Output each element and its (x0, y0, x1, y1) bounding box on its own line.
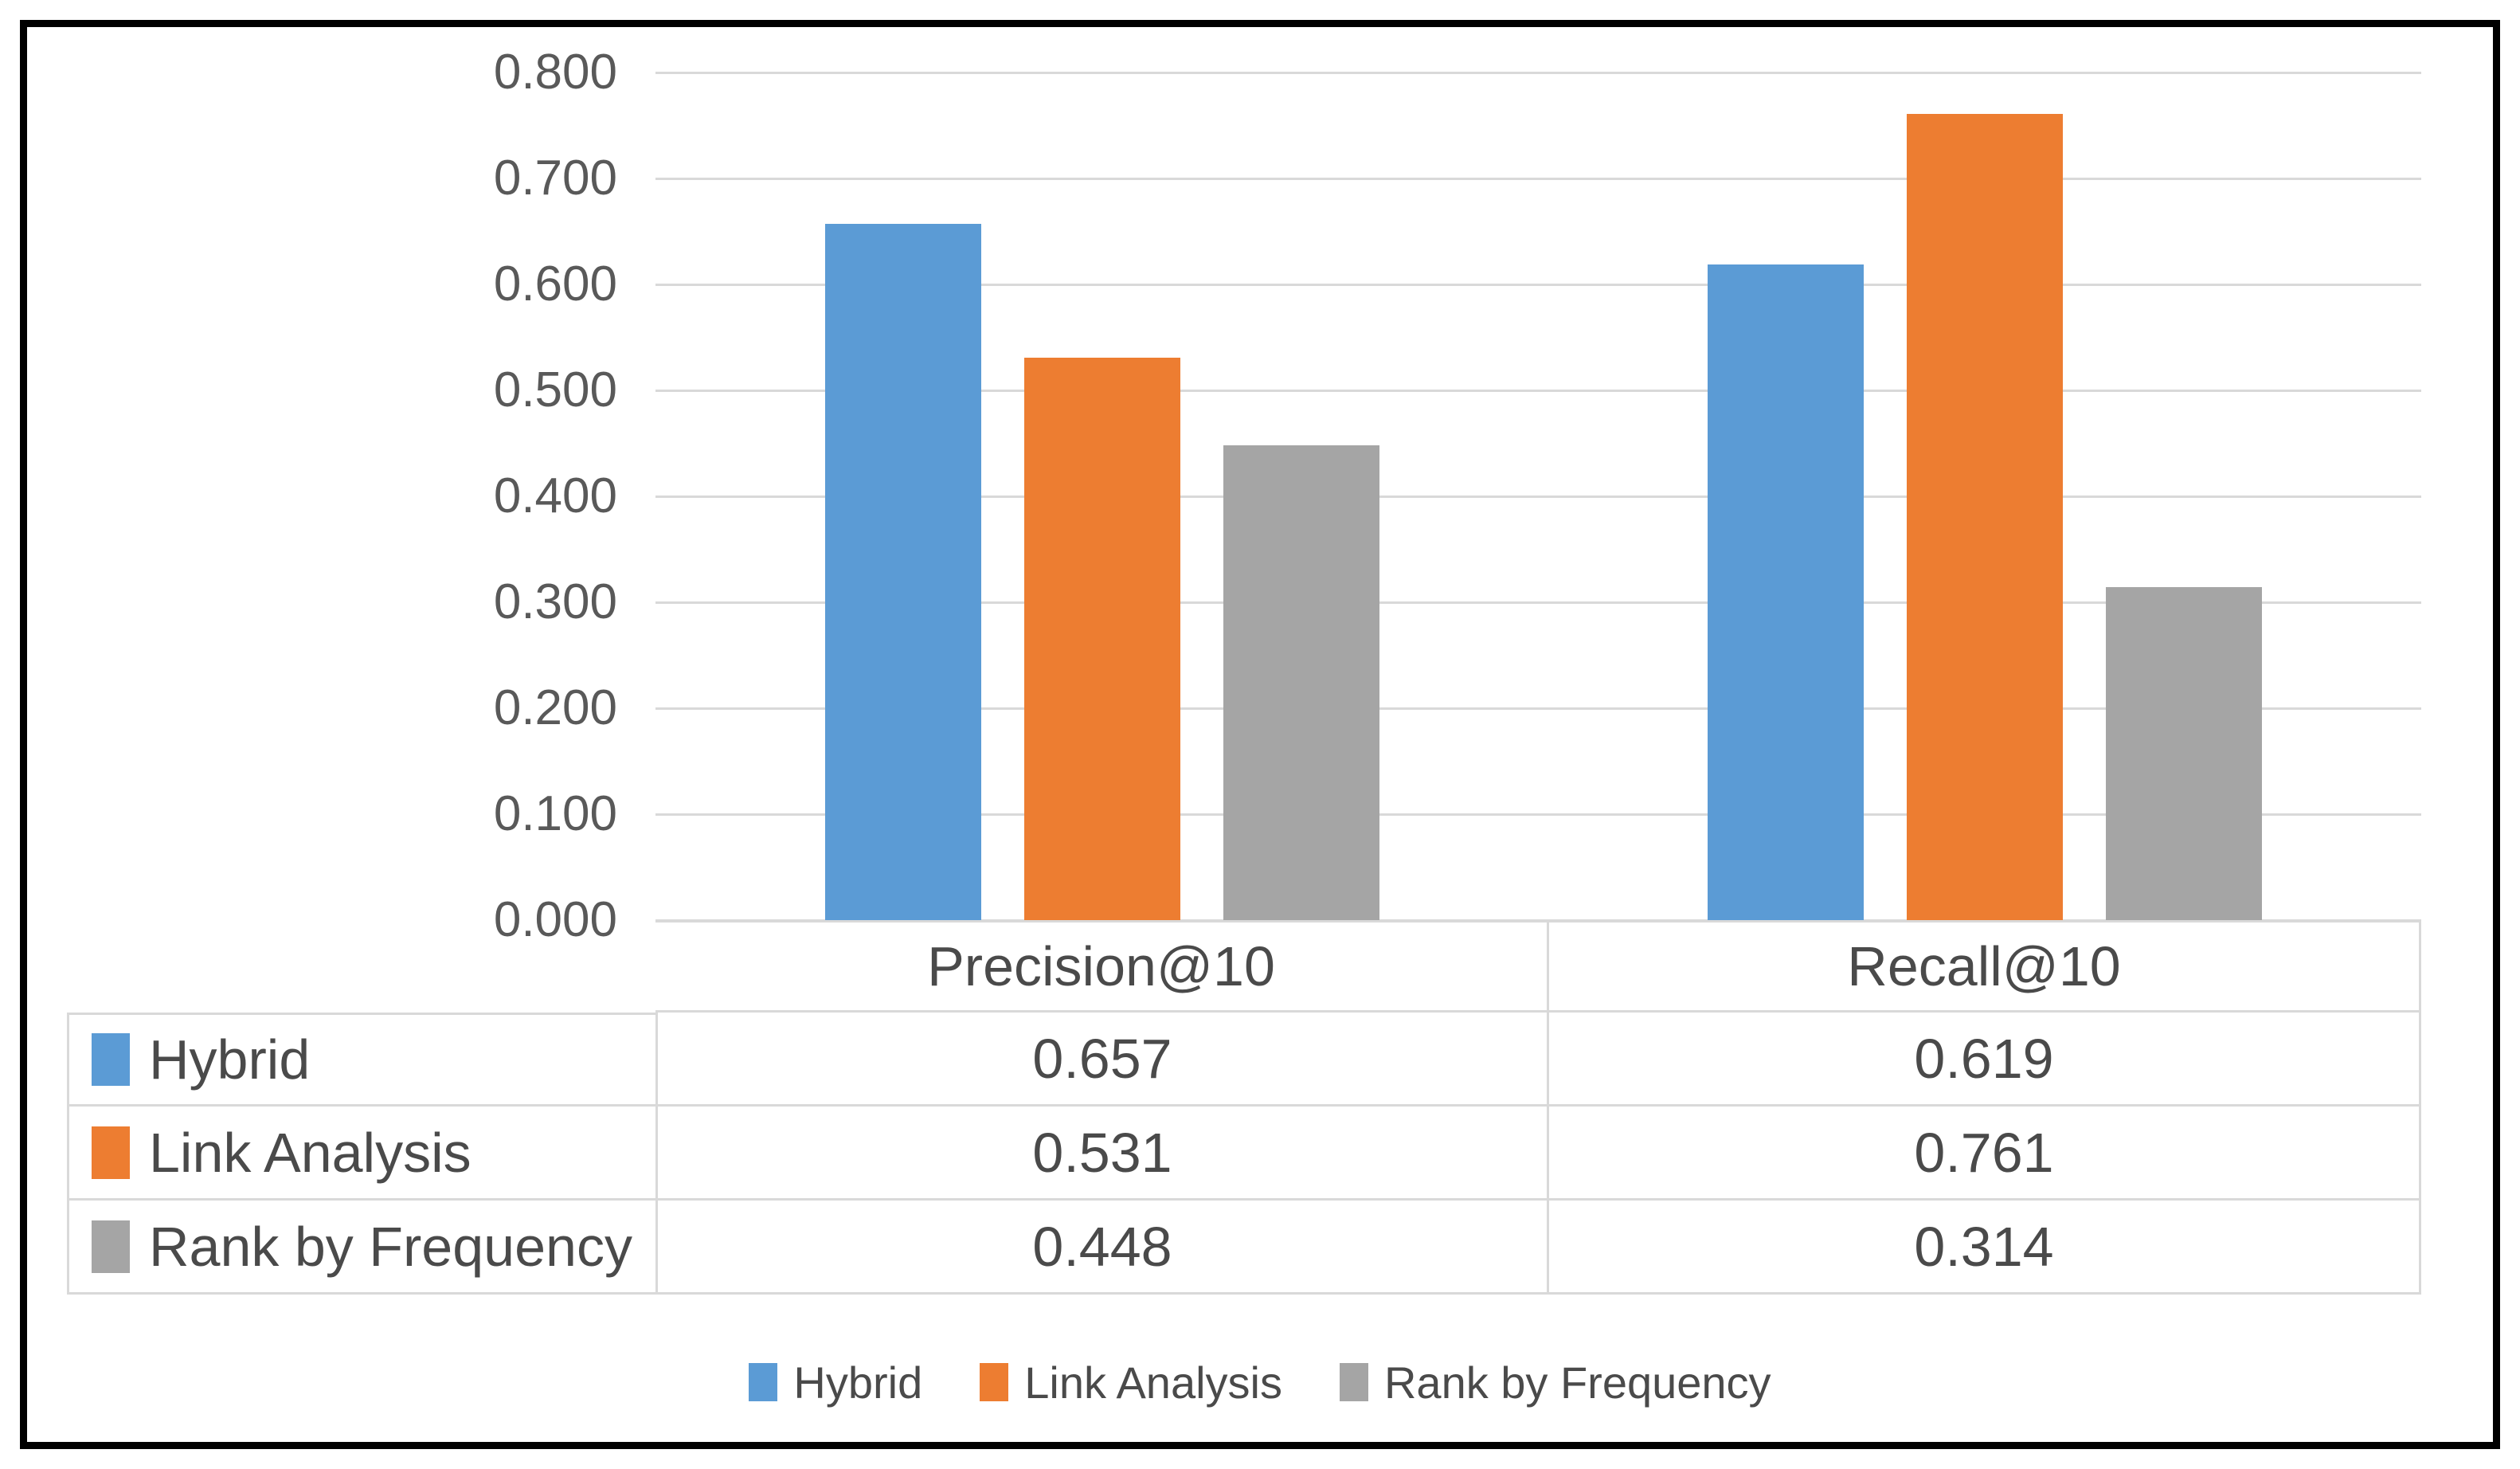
row-label-text: Hybrid (149, 1028, 311, 1091)
row-label-text: Link Analysis (149, 1121, 472, 1184)
y-axis-tick-label: 0.300 (493, 574, 617, 629)
y-axis-tick-label: 0.000 (493, 892, 617, 947)
bar-hybrid-precision10 (825, 224, 981, 920)
link-analysis-legend-key (980, 1363, 1009, 1401)
hybrid-series-key (92, 1033, 130, 1086)
gridline-0.800 (655, 72, 2421, 74)
table-value-rank-by-frequency-recall: 0.314 (1549, 1201, 2421, 1295)
table-value-hybrid-precision: 0.657 (655, 1013, 1549, 1107)
y-axis-tick-label: 0.400 (493, 468, 617, 523)
link-analysis-series-key (92, 1126, 130, 1179)
gridline-0.200 (655, 707, 2421, 710)
legend-item-rank-by-frequency: Rank by Frequency (1339, 1357, 1771, 1408)
bar-link-analysis-precision10 (1024, 358, 1180, 920)
table-header-recall: Recall@10 (1549, 920, 2421, 1013)
legend-item-hybrid: Hybrid (749, 1357, 922, 1408)
bar-rank-by-frequency-recall10 (2106, 587, 2262, 920)
gridline-0.600 (655, 284, 2421, 286)
bar-hybrid-recall10 (1708, 264, 1864, 920)
table-value-link-analysis-recall: 0.761 (1549, 1107, 2421, 1201)
bar-link-analysis-recall10 (1907, 114, 2063, 920)
chart-legend: Hybrid Link Analysis Rank by Frequency (0, 1346, 2520, 1418)
rank-by-frequency-series-key (92, 1220, 130, 1273)
legend-item-link-analysis: Link Analysis (980, 1357, 1282, 1408)
table-row-label-hybrid: Hybrid (67, 1013, 655, 1107)
table-row-label-link-analysis: Link Analysis (67, 1107, 655, 1201)
y-axis-tick-label: 0.200 (493, 680, 617, 735)
legend-label: Rank by Frequency (1383, 1357, 1771, 1408)
hybrid-legend-key (749, 1363, 778, 1401)
gridline-0.400 (655, 496, 2421, 498)
table-value-link-analysis-precision: 0.531 (655, 1107, 1549, 1201)
gridline-0.500 (655, 390, 2421, 392)
bar-rank-by-frequency-precision10 (1223, 445, 1379, 920)
table-value-hybrid-recall: 0.619 (1549, 1013, 2421, 1107)
legend-label: Hybrid (793, 1357, 923, 1408)
y-axis-tick-label: 0.600 (493, 257, 617, 311)
legend-label: Link Analysis (1024, 1357, 1282, 1408)
gridline-0.700 (655, 178, 2421, 180)
y-axis-tick-label: 0.100 (493, 786, 617, 841)
table-header-precision: Precision@10 (655, 920, 1549, 1013)
gridline-0.100 (655, 813, 2421, 816)
table-value-rank-by-frequency-precision: 0.448 (655, 1201, 1549, 1295)
rank-by-frequency-legend-key (1339, 1363, 1368, 1401)
y-axis-tick-label: 0.500 (493, 362, 617, 417)
table-row-label-rank-by-frequency: Rank by Frequency (67, 1201, 655, 1295)
row-label-text: Rank by Frequency (149, 1215, 632, 1278)
gridline-0.300 (655, 601, 2421, 604)
y-axis-tick-label: 0.700 (493, 151, 617, 206)
y-axis-tick-label: 0.800 (493, 45, 617, 100)
